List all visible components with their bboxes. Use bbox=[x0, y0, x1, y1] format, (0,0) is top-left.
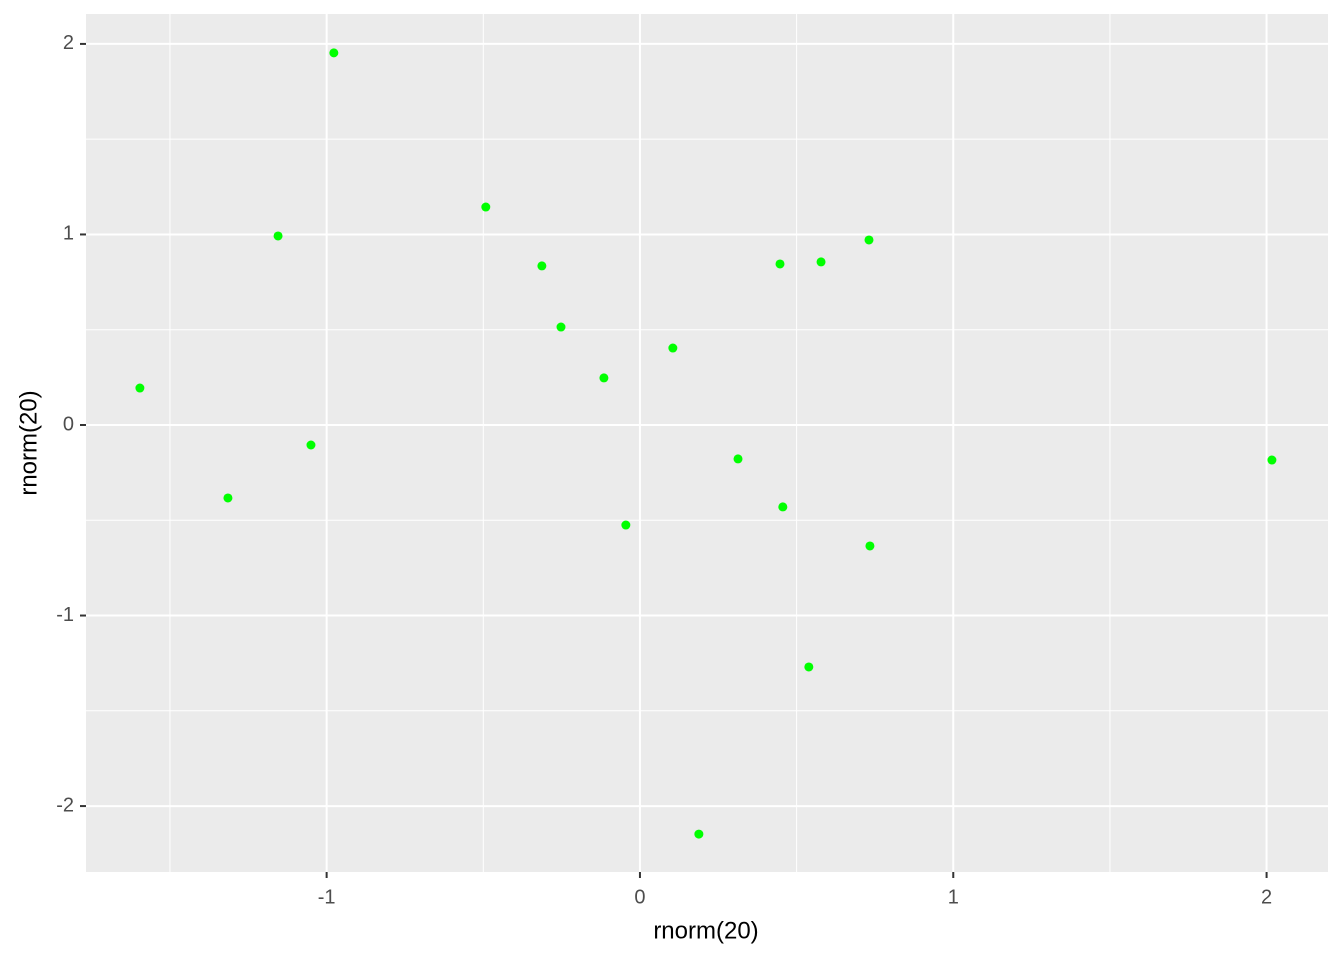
x-tick-label: 1 bbox=[948, 886, 959, 908]
x-axis-title: rnorm(20) bbox=[653, 917, 758, 944]
y-tick-label: -2 bbox=[56, 794, 74, 816]
point bbox=[865, 541, 875, 551]
point bbox=[733, 454, 743, 464]
x-tick-label: 2 bbox=[1261, 886, 1272, 908]
plot-panel bbox=[86, 14, 1328, 872]
x-tick-label: 0 bbox=[634, 886, 645, 908]
y-tick-label: 0 bbox=[63, 413, 74, 435]
point bbox=[537, 261, 547, 271]
point bbox=[599, 373, 609, 383]
point bbox=[778, 502, 788, 512]
point bbox=[306, 440, 316, 450]
point bbox=[668, 343, 678, 353]
point bbox=[273, 231, 283, 241]
y-tick-label: 1 bbox=[63, 223, 74, 245]
point bbox=[556, 322, 566, 332]
y-axis-title: rnorm(20) bbox=[15, 390, 42, 495]
point bbox=[135, 383, 145, 393]
point bbox=[775, 259, 785, 269]
point bbox=[329, 48, 339, 58]
point bbox=[694, 829, 704, 839]
point bbox=[816, 257, 826, 267]
point bbox=[864, 235, 874, 245]
y-tick-label: -1 bbox=[56, 604, 74, 626]
point bbox=[804, 662, 814, 672]
point bbox=[621, 520, 631, 530]
point bbox=[481, 202, 491, 212]
point bbox=[223, 493, 233, 503]
point bbox=[1267, 455, 1277, 465]
x-tick-label: -1 bbox=[318, 886, 336, 908]
y-tick-label: 2 bbox=[63, 32, 74, 54]
